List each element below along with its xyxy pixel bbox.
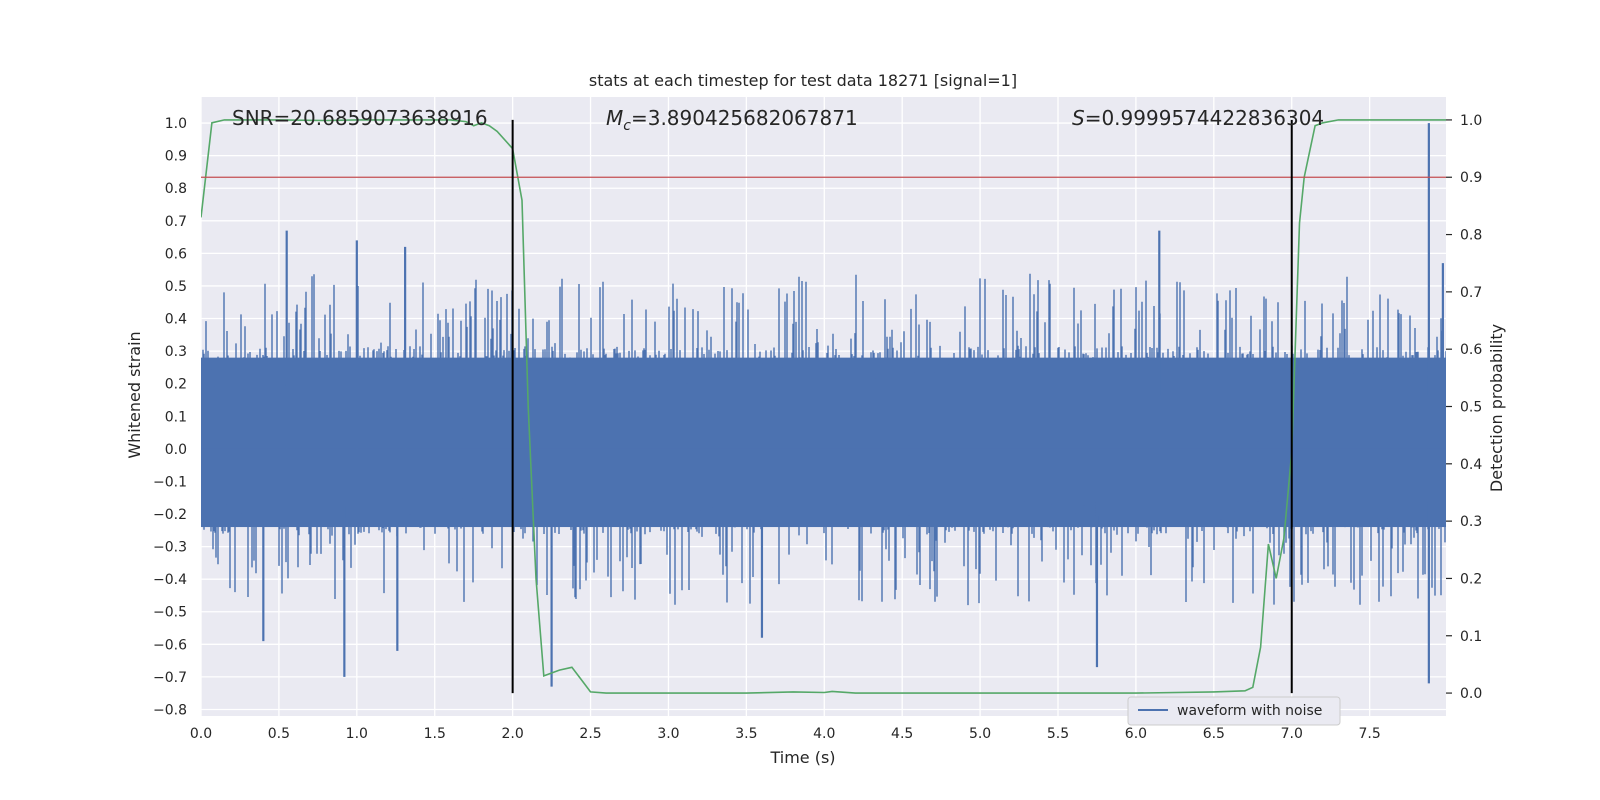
detection-probability-line [201,119,1446,694]
y-tick-label: 0.3 [165,344,187,360]
y-tick-label: −0.3 [153,540,187,556]
y-tick-label: 0.9 [165,149,187,165]
y2-tick-label: 0.1 [1460,629,1482,645]
y2-tick-label: 0.9 [1460,170,1482,186]
x-axis-ticks: 0.0 0.5 1.0 1.5 2.0 2.5 3.0 3.5 4.0 4.5 5.0 5.5 6.0 6… [190,726,1381,742]
y2-axis-ticks: 1.0 0.9 0.8 0.7 0.6 0.5 0.4 0.3 0.2 0.1 0.0 [1446,113,1482,702]
x-axis-label: Time (s) [769,748,835,767]
chart-title: stats at each timestep for test data 182… [589,71,1017,90]
legend: waveform with noise [1127,696,1341,726]
y2-tick-label: 0.5 [1460,400,1482,416]
y-tick-label: −0.2 [153,507,187,523]
y2-tick-label: 0.8 [1460,228,1482,244]
y-tick-label: 1.0 [165,116,187,132]
y-tick-label: 0.5 [165,279,187,295]
y2-tick-label: 0.4 [1460,457,1482,473]
y-tick-label: 0.8 [165,181,187,197]
y-tick-label: −0.1 [153,474,187,490]
x-tick-label: 7.0 [1281,726,1303,742]
signal-boundary-lines [511,119,1293,694]
y-tick-label: −0.7 [153,670,187,686]
y-tick-label: 0.7 [165,214,187,230]
y2-tick-label: 0.2 [1460,571,1482,587]
snr-annotation: SNR=20.6859073638916 [232,106,488,130]
x-tick-label: 6.0 [1125,726,1147,742]
x-tick-label: 0.5 [268,726,290,742]
y-axis-label: Whitened strain [125,331,144,458]
y-axis-ticks: 1.0 0.9 0.8 0.7 0.6 0.5 0.4 0.3 0.2 0.1 0.0 −0.1 −0.… [153,116,187,718]
y2-tick-label: 1.0 [1460,113,1482,129]
x-tick-label: 1.0 [346,726,368,742]
x-tick-label: 5.5 [1047,726,1069,742]
y-tick-label: −0.8 [153,702,187,718]
x-tick-label: 0.0 [190,726,212,742]
x-tick-label: 4.0 [813,726,835,742]
y-tick-label: −0.4 [153,572,187,588]
y2-axis-label: Detection probability [1487,324,1506,492]
x-tick-label: 1.5 [424,726,446,742]
x-tick-label: 2.5 [579,726,601,742]
x-tick-label: 2.0 [502,726,524,742]
y-tick-label: 0.2 [165,377,187,393]
x-tick-label: 3.5 [735,726,757,742]
y-tick-label: 0.0 [165,442,187,458]
y-tick-label: −0.5 [153,605,187,621]
y2-tick-label: 0.7 [1460,285,1482,301]
y2-tick-label: 0.6 [1460,342,1482,358]
x-tick-label: 7.5 [1359,726,1381,742]
score-annotation: S=0.9999574422836304 [1072,106,1324,130]
legend-label: waveform with noise [1177,703,1322,719]
y-tick-label: 0.6 [165,246,187,262]
y2-tick-label: 0.3 [1460,514,1482,530]
y-tick-label: 0.1 [165,409,187,425]
waveform-positive [201,273,1446,449]
x-tick-label: 5.0 [969,726,991,742]
y2-tick-label: 0.0 [1460,686,1482,702]
waveform-negative [201,448,1446,606]
x-tick-label: 4.5 [891,726,913,742]
y-tick-label: −0.6 [153,637,187,653]
chirp-mass-annotation: Mc=3.890425682067871 [606,106,858,134]
x-tick-label: 3.0 [657,726,679,742]
y-tick-label: 0.4 [165,312,187,328]
x-tick-label: 6.5 [1203,726,1225,742]
waveform-series [201,123,1446,687]
